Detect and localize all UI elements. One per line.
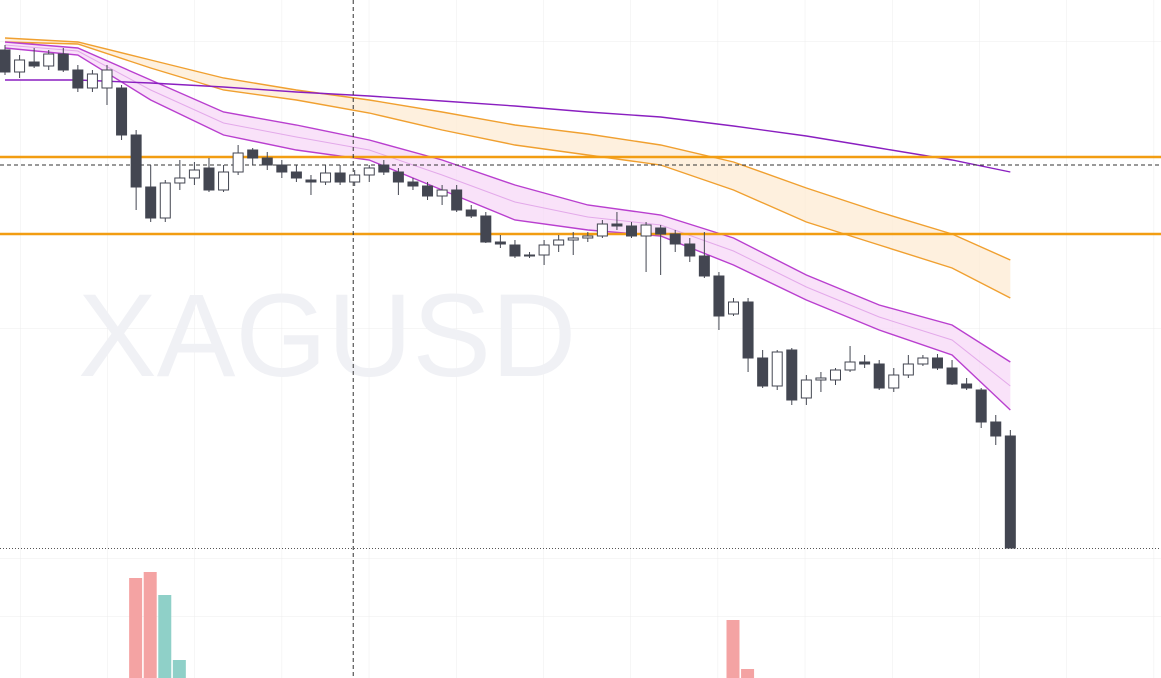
- volume-bar: [129, 578, 143, 678]
- candle-body: [422, 185, 434, 197]
- candle-body: [116, 87, 128, 136]
- candle-body: [392, 171, 404, 183]
- candle-body: [407, 181, 419, 187]
- candle-body: [436, 189, 448, 197]
- candle-body: [728, 301, 739, 315]
- candle-body: [961, 383, 973, 389]
- candle-body: [494, 241, 506, 245]
- candle-body: [145, 186, 157, 219]
- candle-body: [28, 61, 40, 67]
- candle-body: [378, 164, 390, 173]
- candle-body: [917, 357, 929, 365]
- volume-bar: [726, 620, 740, 678]
- candle-body: [1004, 435, 1016, 549]
- candle-body: [655, 227, 667, 235]
- candle-body: [188, 169, 200, 179]
- candle-body: [0, 49, 11, 73]
- candle-body: [640, 224, 652, 237]
- candle-body: [101, 69, 113, 89]
- band-line: [4, 41, 1011, 299]
- candle-body: [786, 349, 798, 401]
- candle-body: [86, 73, 98, 89]
- band-line: [4, 41, 1011, 363]
- candle-body: [320, 172, 332, 183]
- candle-body: [451, 189, 463, 211]
- candle-body: [57, 53, 69, 71]
- candle-body: [203, 167, 215, 191]
- candle-body: [611, 223, 623, 227]
- candle-body: [14, 59, 26, 73]
- candle-body: [465, 209, 477, 217]
- candle-body: [975, 389, 987, 423]
- candle-body: [509, 244, 521, 257]
- candle-body: [538, 244, 550, 256]
- candle-body: [669, 233, 681, 245]
- band-fill: [5, 42, 1011, 410]
- candle-body: [713, 275, 725, 317]
- candle-body: [72, 69, 84, 89]
- candle-body: [218, 171, 230, 191]
- candle-body: [902, 363, 914, 376]
- candle-body: [742, 301, 754, 359]
- candle-body: [480, 215, 492, 243]
- candle-body: [43, 53, 55, 67]
- candle-body: [334, 172, 346, 183]
- candle-body: [626, 225, 638, 237]
- candle-body: [698, 255, 710, 277]
- candle-body: [596, 223, 608, 237]
- candle-body: [844, 361, 856, 371]
- volume-bar: [172, 660, 186, 678]
- candle-body: [567, 237, 579, 241]
- candle-body: [363, 167, 375, 176]
- candle-body: [247, 149, 259, 159]
- candle-body: [873, 363, 885, 389]
- candle-body: [800, 379, 812, 399]
- candle-body: [771, 351, 783, 387]
- candle-body: [990, 421, 1002, 437]
- candle-body: [174, 177, 186, 184]
- candle-body: [349, 174, 361, 183]
- volume-bar: [143, 572, 157, 678]
- candle-body: [684, 243, 696, 257]
- candle-body: [524, 254, 536, 257]
- volume-bar: [741, 669, 755, 678]
- candle-body: [261, 157, 273, 166]
- watermark: XAGUSD: [78, 270, 576, 402]
- candle-body: [553, 239, 565, 246]
- candle-body: [815, 377, 827, 381]
- candle-body: [276, 164, 288, 173]
- candle-body: [859, 361, 871, 365]
- band-line: [4, 44, 1011, 387]
- band-line: [4, 37, 1011, 261]
- candle-body: [159, 182, 171, 219]
- candle-body: [946, 367, 958, 385]
- candle-body: [582, 235, 594, 239]
- candle-body: [305, 179, 317, 183]
- candle-body: [232, 152, 244, 173]
- candle-body: [888, 374, 900, 389]
- candle-body: [757, 357, 769, 387]
- candle-body: [130, 134, 142, 188]
- volume-bar: [158, 595, 172, 678]
- candle-body: [931, 357, 943, 369]
- ma-line: [5, 79, 1011, 173]
- candle-body: [290, 171, 302, 179]
- band-line: [4, 47, 1011, 411]
- candle-body: [829, 369, 841, 381]
